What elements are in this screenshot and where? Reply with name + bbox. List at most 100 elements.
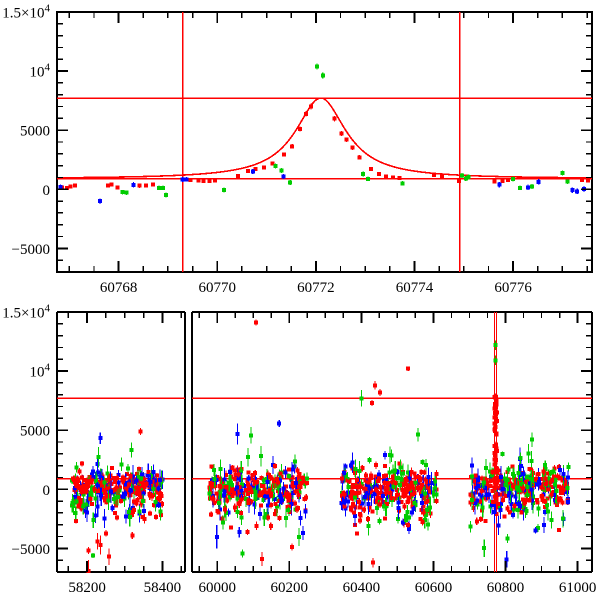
data-point [558, 476, 563, 481]
data-point [269, 476, 274, 481]
data-point [290, 475, 295, 480]
data-point-blue [97, 199, 102, 204]
data-point [367, 477, 372, 482]
data-point [366, 501, 371, 506]
data-point [86, 481, 91, 486]
data-point-red [64, 185, 69, 190]
data-point [350, 484, 355, 489]
data-point [84, 502, 89, 507]
data-point [529, 437, 534, 442]
event-spike-point [494, 398, 499, 403]
data-point [423, 513, 428, 518]
data-point [89, 472, 94, 477]
data-point [237, 501, 242, 506]
data-point [289, 502, 294, 507]
data-point [505, 478, 510, 483]
data-point [511, 472, 516, 477]
data-point-green [518, 185, 523, 190]
data-point [377, 472, 382, 477]
data-point [76, 504, 81, 509]
data-point [549, 517, 554, 522]
data-point [73, 480, 78, 485]
data-point [249, 484, 254, 489]
data-point [290, 467, 295, 472]
event-spike-point [492, 428, 497, 433]
data-point [297, 472, 302, 477]
data-point [159, 493, 164, 498]
data-point [285, 491, 290, 496]
data-point-green [560, 170, 565, 175]
data-point-red [369, 167, 374, 172]
data-point [353, 495, 358, 500]
data-point [141, 508, 146, 513]
bottom-panel-outliers [86, 319, 498, 573]
data-point [564, 482, 569, 487]
data-point [367, 458, 372, 463]
data-point [81, 488, 86, 493]
data-point [474, 485, 479, 490]
data-point [252, 482, 257, 487]
data-point [218, 484, 223, 489]
data-point [120, 494, 125, 499]
data-point [115, 475, 120, 480]
data-point-red [440, 174, 445, 179]
data-point [343, 506, 348, 511]
data-point [382, 464, 387, 469]
data-point-red [390, 175, 395, 180]
data-point [261, 490, 266, 495]
data-point [131, 507, 136, 512]
data-point [470, 474, 475, 479]
data-point [526, 474, 531, 479]
data-point [500, 486, 505, 491]
data-point [286, 474, 291, 479]
data-point [209, 512, 214, 517]
data-point [412, 471, 417, 476]
data-point [515, 508, 520, 513]
data-point [99, 480, 104, 485]
data-point [84, 489, 89, 494]
data-point [124, 486, 129, 491]
data-point [107, 475, 112, 480]
data-point [74, 495, 79, 500]
data-point [358, 505, 363, 510]
data-point [232, 468, 237, 473]
data-point [99, 493, 104, 498]
data-point-red [376, 171, 381, 176]
top-panel-ytick-label: 0 [43, 183, 51, 199]
data-point [110, 506, 115, 511]
data-point [352, 514, 357, 519]
data-point [495, 504, 500, 509]
data-point [300, 475, 305, 480]
data-point [105, 471, 110, 476]
data-point [295, 506, 300, 511]
outlier-point [106, 554, 111, 559]
data-point-red [196, 178, 201, 183]
data-point [482, 476, 487, 481]
event-spike-point [494, 475, 499, 480]
data-point [558, 488, 563, 493]
data-point [148, 511, 153, 516]
data-point [73, 497, 78, 502]
data-point [340, 494, 345, 499]
data-point [369, 494, 374, 499]
data-point-blue [184, 177, 189, 182]
data-point [385, 483, 390, 488]
data-point [533, 482, 538, 487]
data-point [74, 519, 79, 524]
data-point-red [105, 183, 110, 188]
data-point [118, 498, 123, 503]
data-point [399, 500, 404, 505]
outlier-point [95, 539, 100, 544]
data-point [527, 481, 532, 486]
data-point [403, 488, 408, 493]
top-panel-ytick-label: 104 [30, 62, 51, 81]
data-point [293, 459, 298, 464]
data-point [407, 487, 412, 492]
data-point [366, 480, 371, 485]
top-panel-series-blue [58, 168, 587, 204]
event-spike-point [492, 457, 497, 462]
data-point [266, 494, 271, 499]
data-point-green [361, 171, 366, 176]
data-point [374, 506, 379, 511]
outlier-point [493, 343, 498, 348]
